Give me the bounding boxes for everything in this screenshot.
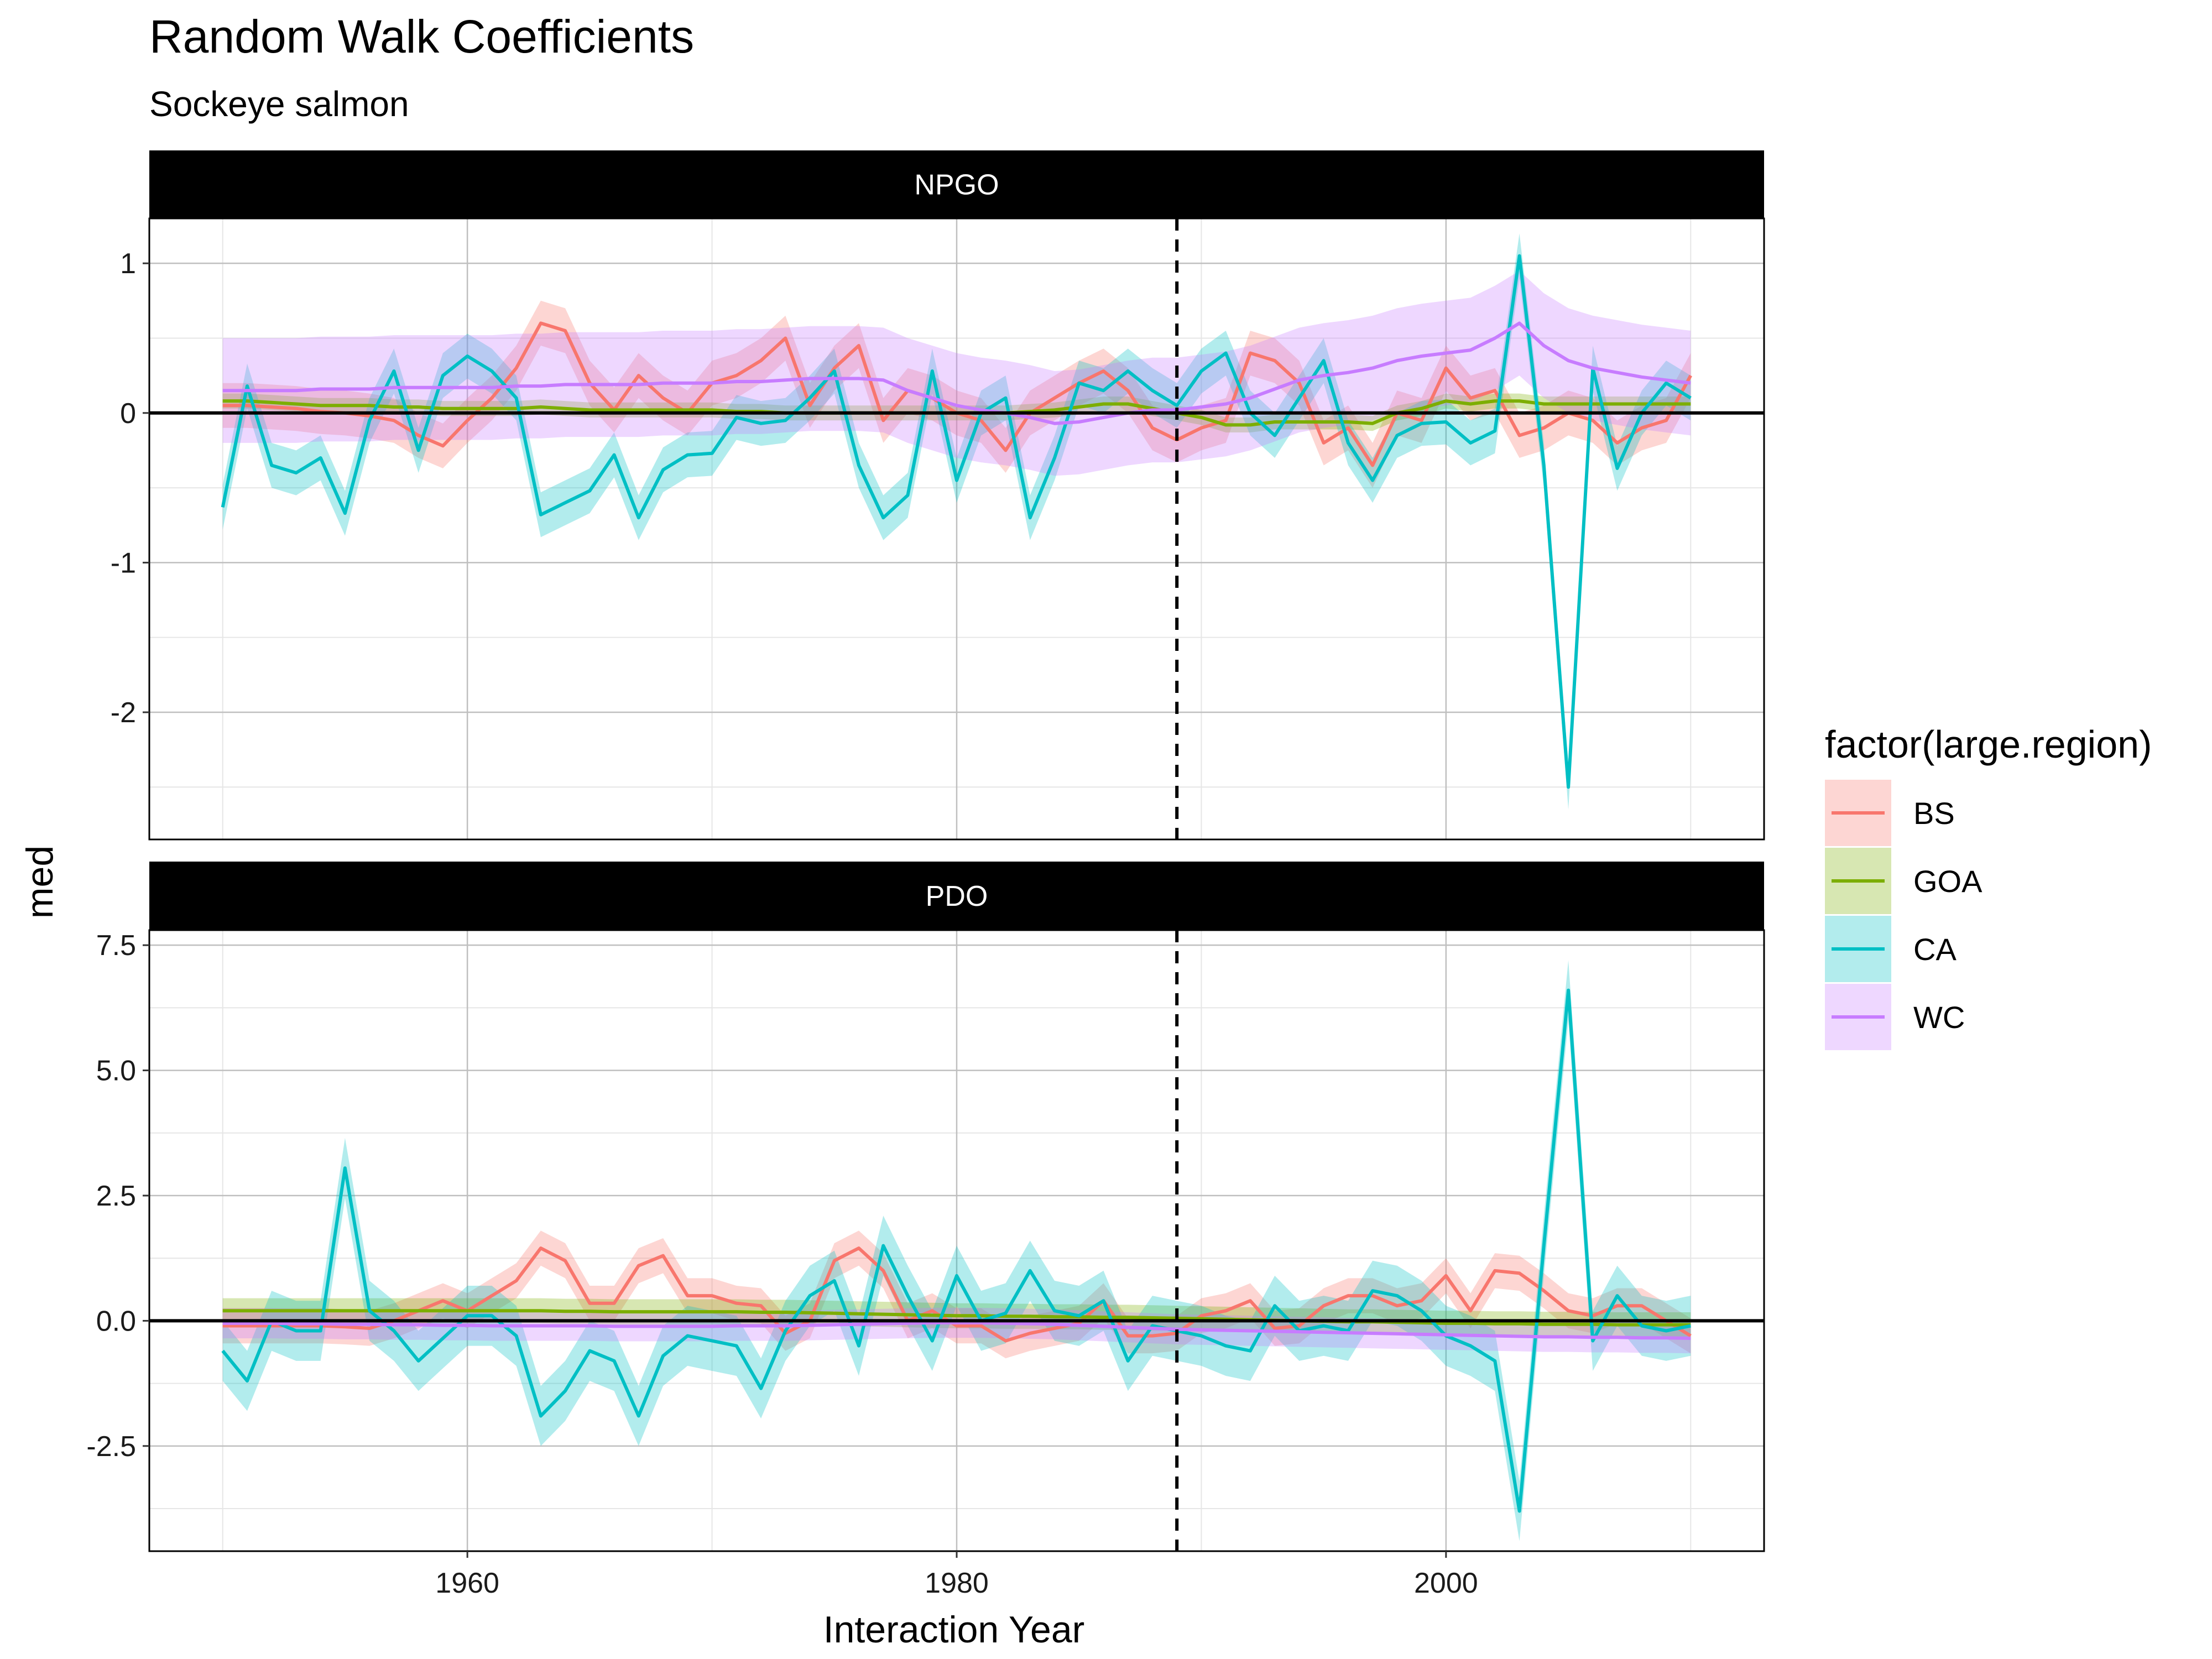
band-goa xyxy=(222,1298,1691,1338)
x-axis-label: Interaction Year xyxy=(823,1609,1085,1651)
series-line-wc xyxy=(222,321,1691,425)
series-line-ca xyxy=(221,254,1692,789)
x-tick-label: 1980 xyxy=(925,1567,989,1599)
y-tick-label: 2.5 xyxy=(96,1180,136,1212)
y-axis-label: med xyxy=(19,846,61,919)
y-tick-label: -2.5 xyxy=(86,1431,136,1463)
facet-strip xyxy=(149,150,1764,218)
legend: factor(large.region) BS GOA CA WC xyxy=(1825,723,2152,1050)
facet-strip xyxy=(149,862,1764,930)
panel-npgo: NPGO -2 -1 0 1 xyxy=(111,150,1765,841)
legend-item-bs: BS xyxy=(1825,780,1955,846)
facet-strip-label: PDO xyxy=(926,880,988,912)
y-tick-label: 5.0 xyxy=(96,1055,136,1087)
y-tick-label: 0.0 xyxy=(96,1305,136,1337)
y-tick-label: -1 xyxy=(111,547,136,579)
chart-title: Random Walk Coefficients xyxy=(149,11,694,62)
x-tick-label: 2000 xyxy=(1414,1567,1478,1599)
y-tick-label: 1 xyxy=(120,248,136,280)
chart-subtitle: Sockeye salmon xyxy=(149,84,409,124)
legend-item-goa: GOA xyxy=(1825,848,1983,914)
series-line-goa xyxy=(222,1309,1691,1327)
legend-item-ca: CA xyxy=(1825,916,1957,982)
y-tick-label: -2 xyxy=(111,697,136,729)
x-tick-label: 1960 xyxy=(435,1567,499,1599)
band-ca xyxy=(222,233,1691,810)
facet-panels: NPGO -2 -1 0 1 PDO -2.5 0.0 2.5 5.0 7.5 1960 1980 200… xyxy=(86,150,1765,1599)
facet-strip-label: NPGO xyxy=(914,169,999,201)
legend-label: CA xyxy=(1913,932,1957,967)
y-tick-label: 7.5 xyxy=(96,930,136,962)
legend-label: WC xyxy=(1913,1000,1965,1035)
legend-item-wc: WC xyxy=(1825,984,1965,1050)
panel-border xyxy=(148,217,1765,841)
band-ca xyxy=(222,960,1691,1541)
legend-label: BS xyxy=(1913,796,1955,831)
y-tick-label: 0 xyxy=(120,398,136,430)
series-line-wc xyxy=(222,1321,1691,1340)
legend-title: factor(large.region) xyxy=(1825,723,2152,766)
legend-label: GOA xyxy=(1913,864,1983,899)
panel-pdo: PDO -2.5 0.0 2.5 5.0 7.5 1960 1980 2000 xyxy=(86,862,1765,1599)
band-wc xyxy=(222,270,1691,476)
